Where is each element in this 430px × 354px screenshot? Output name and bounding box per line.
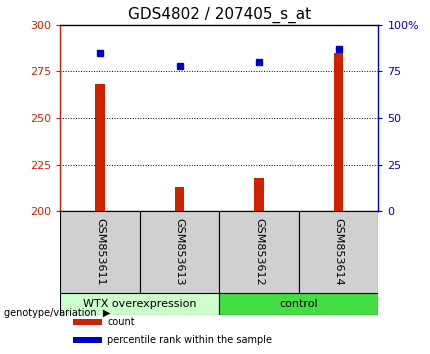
Text: GSM853613: GSM853613 — [175, 218, 184, 286]
Text: GSM853612: GSM853612 — [254, 218, 264, 286]
Bar — [73, 319, 101, 325]
Text: GSM853614: GSM853614 — [334, 218, 344, 286]
Bar — [60, 293, 219, 315]
Text: percentile rank within the sample: percentile rank within the sample — [108, 335, 272, 345]
Text: control: control — [280, 299, 318, 309]
Text: WTX overexpression: WTX overexpression — [83, 299, 197, 309]
Bar — [334, 53, 344, 211]
Bar — [95, 85, 105, 211]
Bar — [219, 211, 299, 293]
Text: GSM853611: GSM853611 — [95, 218, 105, 286]
Bar — [60, 211, 140, 293]
Bar — [219, 293, 378, 315]
Bar — [140, 211, 219, 293]
Bar — [254, 178, 264, 211]
Text: count: count — [108, 317, 135, 327]
Text: genotype/variation  ▶: genotype/variation ▶ — [4, 308, 111, 318]
Bar — [73, 337, 101, 343]
Bar — [175, 187, 184, 211]
Bar — [299, 211, 378, 293]
Title: GDS4802 / 207405_s_at: GDS4802 / 207405_s_at — [128, 7, 311, 23]
